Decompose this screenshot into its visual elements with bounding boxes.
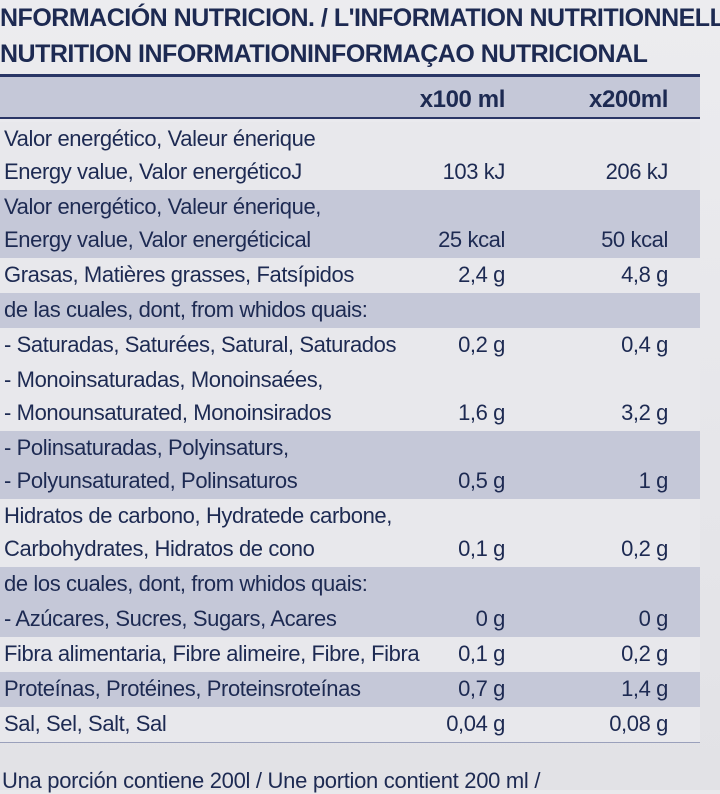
nutrient-label: Energy value, Valor energéticoJ <box>4 159 302 184</box>
row-band <box>0 363 700 431</box>
value-per-100ml: 103 kJ <box>442 159 506 184</box>
nutrient-label: Valor energético, Valeur énerique, <box>4 194 322 219</box>
header-band <box>0 77 700 117</box>
value-per-100ml: 0,7 g <box>458 676 505 701</box>
value-per-100ml: 0,1 g <box>458 536 505 561</box>
value-per-200ml: 50 kcal <box>601 227 668 252</box>
nutrient-label: Sal, Sel, Salt, Sal <box>4 711 167 736</box>
nutrient-label: Energy value, Valor energéticical <box>4 227 311 252</box>
value-per-100ml: 1,6 g <box>458 400 505 425</box>
value-per-100ml: 0 g <box>475 606 506 631</box>
row-band <box>0 499 700 567</box>
row-band <box>0 258 700 293</box>
row-band <box>0 190 700 258</box>
row-band <box>0 672 700 707</box>
value-per-100ml: 0,2 g <box>458 332 505 357</box>
title-line-2: NUTRITION INFORMATIONINFORMAÇAO NUTRICIO… <box>0 40 648 68</box>
value-per-200ml: 1,4 g <box>621 676 668 701</box>
nutrient-label: - Saturadas, Saturées, Satural, Saturado… <box>4 332 397 357</box>
value-per-200ml: 1 g <box>638 468 669 493</box>
value-per-200ml: 0,2 g <box>621 536 668 561</box>
nutrient-label: Grasas, Matières grasses, Fatsípidos <box>4 262 354 287</box>
title-rule <box>0 74 700 77</box>
header-rule <box>0 117 700 119</box>
row-band <box>0 707 700 742</box>
nutrient-label: de las cuales, dont, from whidos quais: <box>4 297 368 322</box>
nutrient-label: Carbohydrates, Hidratos de cono <box>4 536 315 561</box>
value-per-200ml: 0 g <box>638 606 669 631</box>
row-band <box>0 567 700 602</box>
value-per-200ml: 0,2 g <box>621 641 668 666</box>
value-per-200ml: 3,2 g <box>621 400 668 425</box>
column-header-200ml: x200ml <box>589 86 668 113</box>
nutrient-label: Fibra alimentaria, Fibre alimeire, Fibre… <box>4 641 420 666</box>
nutrient-label: Proteínas, Protéines, Proteinsroteínas <box>4 676 361 701</box>
title-line-1: NFORMACIÓN NUTRICION. / L'INFORMATION NU… <box>0 4 720 32</box>
nutrient-label: - Monoinsaturadas, Monoinsaées, <box>4 367 324 392</box>
row-divider <box>0 742 700 743</box>
value-per-100ml: 0,5 g <box>458 468 505 493</box>
value-per-200ml: 206 kJ <box>605 159 669 184</box>
nutrient-label: Valor energético, Valeur énerique <box>4 126 316 151</box>
value-per-200ml: 0,4 g <box>621 332 668 357</box>
row-band <box>0 431 700 499</box>
value-per-200ml: 0,08 g <box>609 711 668 736</box>
column-header-100ml: x100 ml <box>419 86 506 113</box>
row-band <box>0 328 700 363</box>
nutrient-label: Hidratos de carbono, Hydratede carbone, <box>4 503 392 528</box>
value-per-100ml: 2,4 g <box>458 262 505 287</box>
footer-text: Una porción contiene 200l / Une portion … <box>2 768 541 793</box>
nutrient-label: - Polyunsaturated, Polinsaturos <box>4 468 298 493</box>
nutrient-label: de los cuales, dont, from whidos quais: <box>4 571 368 596</box>
nutrient-label: - Polinsaturadas, Polyinsaturs, <box>4 435 289 460</box>
value-per-200ml: 4,8 g <box>621 262 668 287</box>
value-per-100ml: 0,04 g <box>446 711 505 736</box>
row-band <box>0 122 700 190</box>
row-band <box>0 637 700 672</box>
value-per-100ml: 25 kcal <box>438 227 505 252</box>
value-per-100ml: 0,1 g <box>458 641 505 666</box>
nutrient-label: - Azúcares, Sucres, Sugars, Acares <box>4 606 337 631</box>
row-band <box>0 293 700 328</box>
nutrient-label: - Monounsaturated, Monoinsirados <box>4 400 332 425</box>
row-band <box>0 602 700 637</box>
